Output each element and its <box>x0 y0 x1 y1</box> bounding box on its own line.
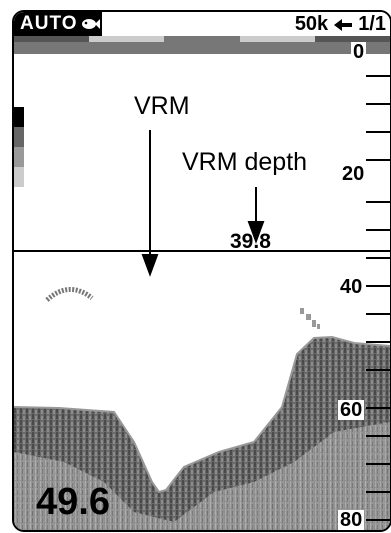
depth-label-40: 40 <box>338 276 365 298</box>
depth-scale-ticks <box>366 47 390 521</box>
depth-label-60: 60 <box>338 399 365 421</box>
display-frame: AUTO 50k 1/1 0 20 40 60 80 VRM VRM depth… <box>12 10 391 532</box>
frequency-range-indicator: 50k 1/1 <box>295 13 386 36</box>
vrm-annotation: VRM <box>134 92 190 120</box>
vrm-depth-arrow <box>247 187 265 244</box>
arrow-left-icon <box>334 18 353 31</box>
auto-mode-badge[interactable]: AUTO <box>14 12 102 36</box>
color-scale-strip <box>14 36 390 42</box>
auto-mode-label: AUTO <box>20 13 78 34</box>
sub-bottom-echo <box>14 422 390 530</box>
depth-label-20: 20 <box>340 163 367 185</box>
fish-icon <box>82 19 101 29</box>
bottom-depth-readout: 49.6 <box>36 481 110 523</box>
depth-label-80: 80 <box>338 509 365 531</box>
depth-label-0: 0 <box>351 41 367 63</box>
fish-school-echo <box>45 287 94 302</box>
vrm-depth-value: 39.8 <box>230 230 271 253</box>
frequency-value: 50k <box>294 13 329 35</box>
surface-band <box>14 42 390 54</box>
vrm-depth-annotation: VRM depth <box>182 148 308 176</box>
status-bar: AUTO 50k 1/1 <box>14 12 390 36</box>
scatter-echo <box>300 308 320 329</box>
vrm-arrow <box>141 130 159 277</box>
color-bar <box>14 107 24 187</box>
echogram <box>14 47 390 530</box>
seabed-contour <box>14 335 390 494</box>
range-shift-value: 1/1 <box>358 13 386 35</box>
